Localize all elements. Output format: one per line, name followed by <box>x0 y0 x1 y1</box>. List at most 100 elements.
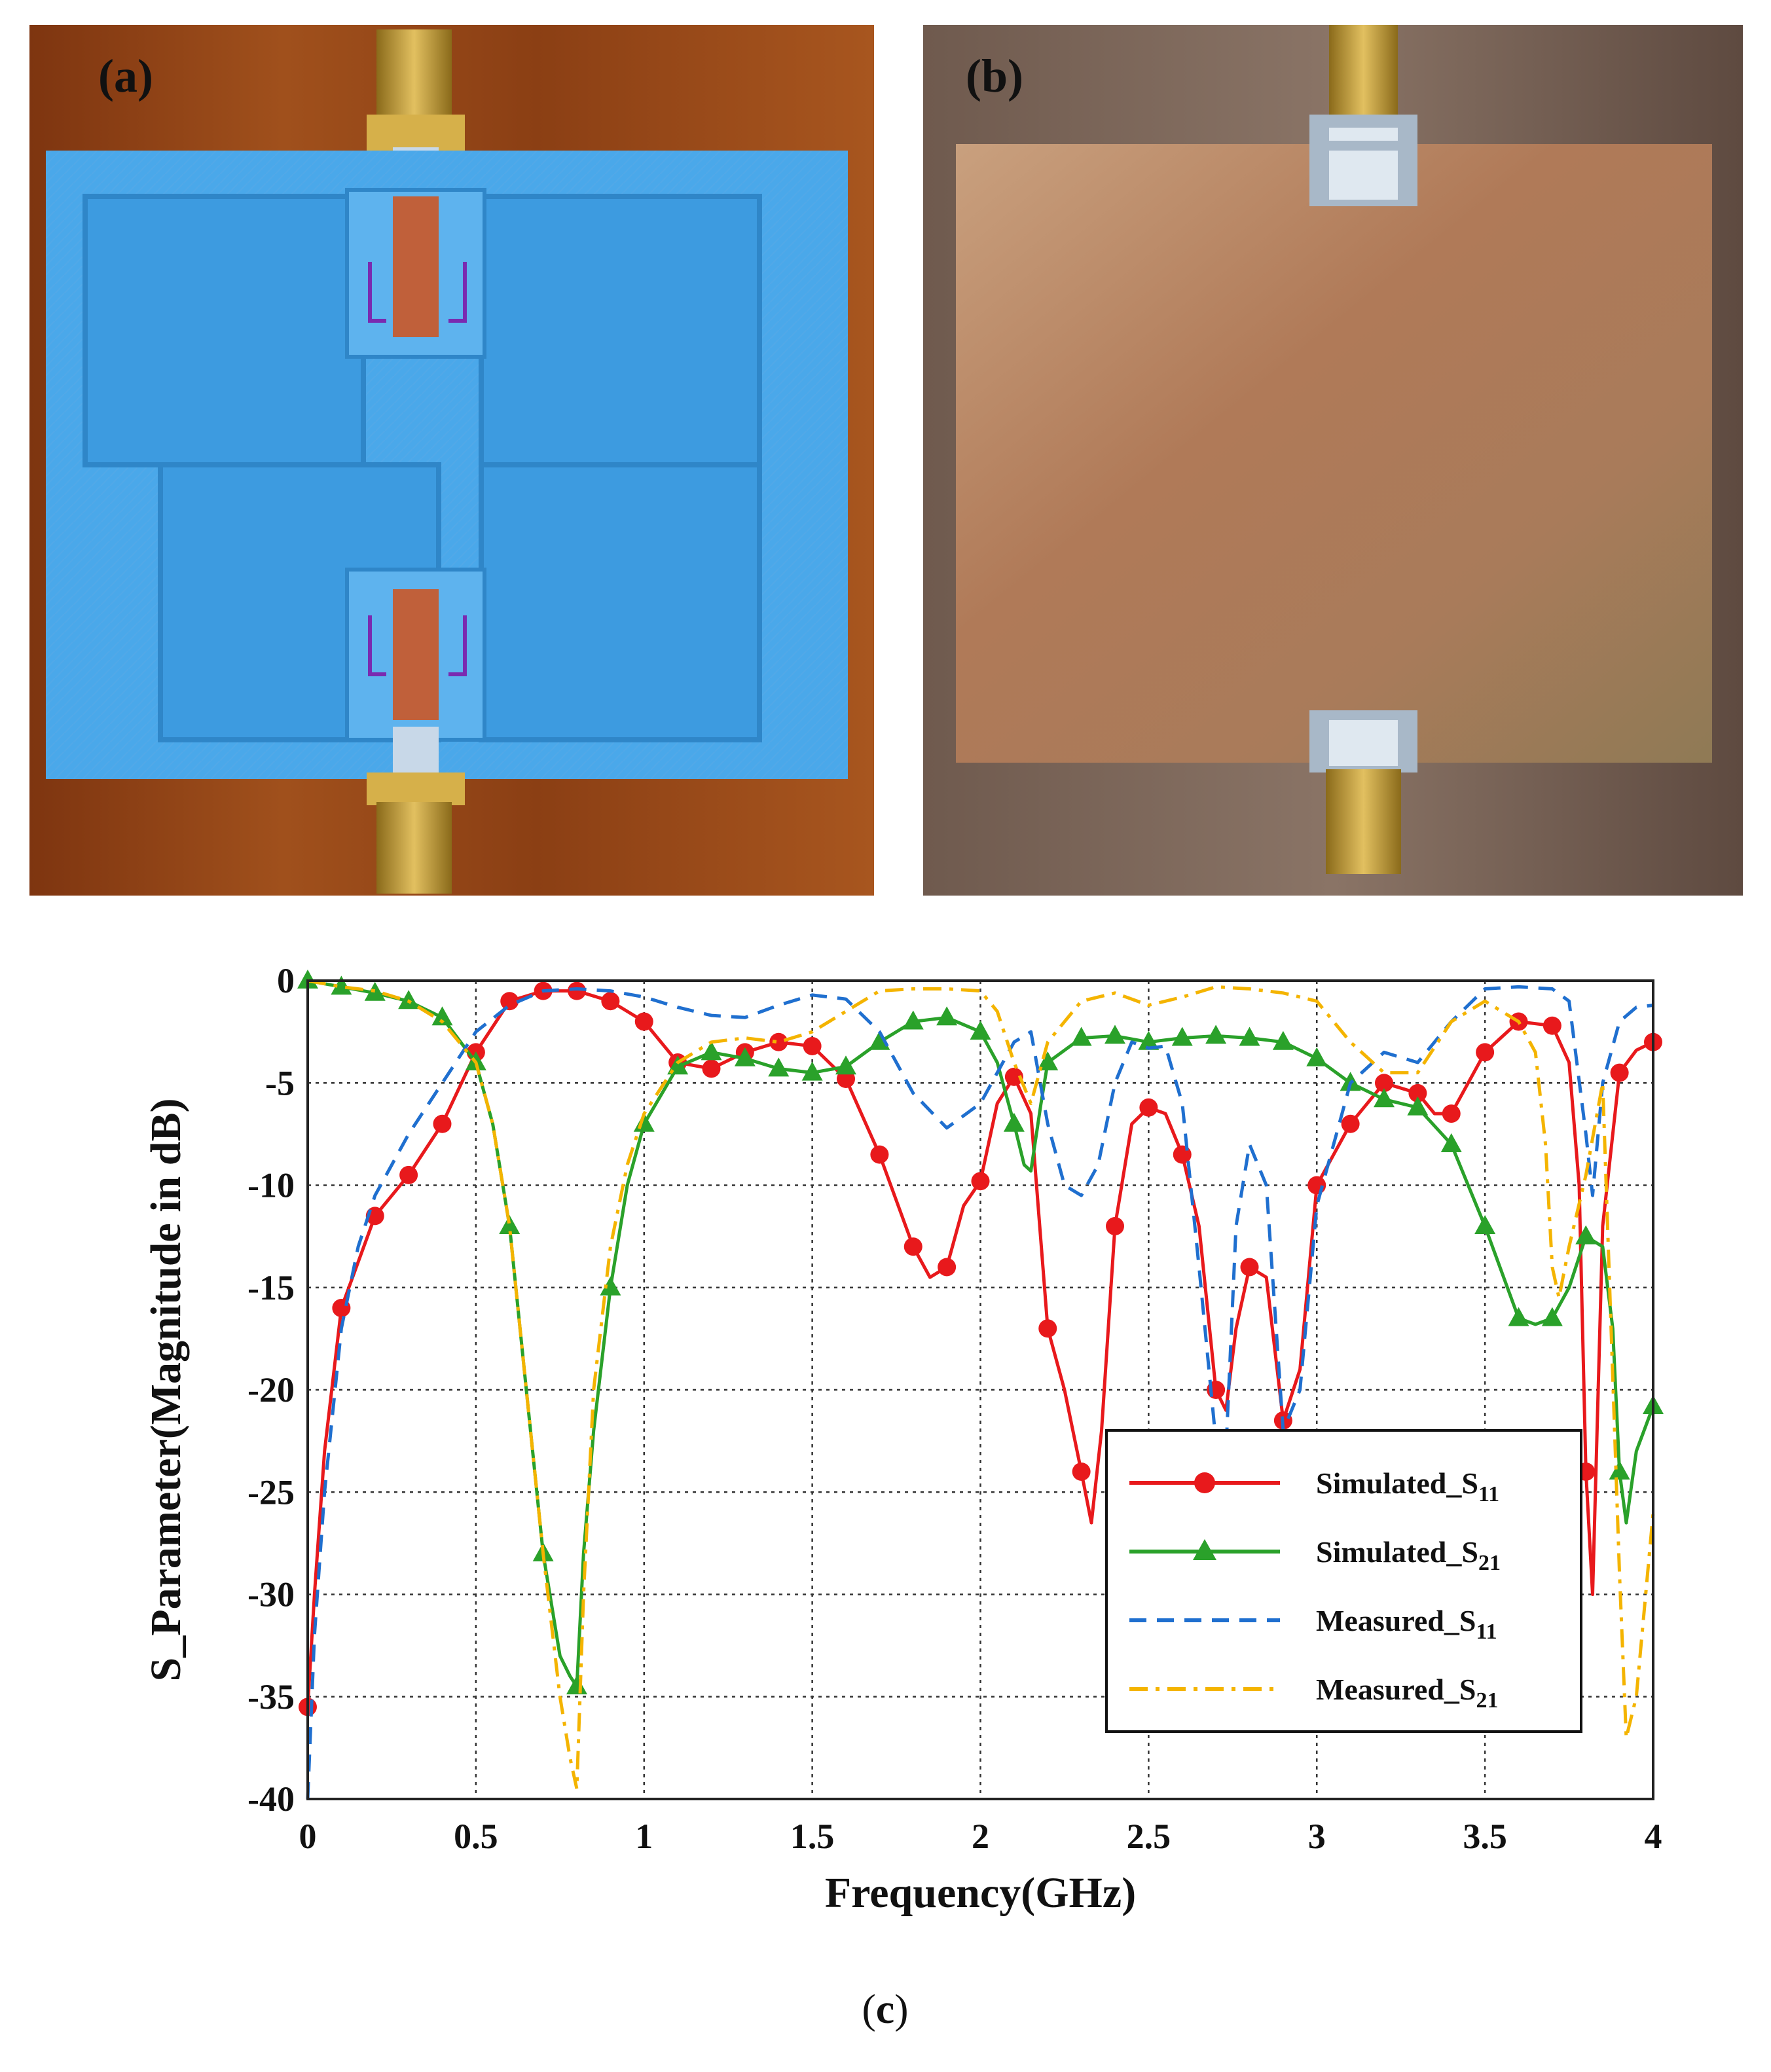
data-point-marker <box>399 1165 418 1184</box>
legend-label-subscript: 21 <box>1478 1551 1501 1575</box>
data-point-marker <box>734 1047 756 1066</box>
y-tick-label: -20 <box>247 1370 295 1409</box>
data-point-marker <box>970 1021 991 1040</box>
data-point-marker <box>936 1006 958 1026</box>
legend-label: Simulated_S11 <box>1316 1466 1499 1506</box>
series-line <box>306 989 1654 1707</box>
y-tick-label: -40 <box>247 1779 295 1819</box>
x-axis-label: Frequency(GHz) <box>825 1869 1136 1917</box>
y-tick-label: -30 <box>247 1575 295 1614</box>
plot-frame <box>306 979 1654 1800</box>
data-point-marker <box>1508 1307 1529 1326</box>
x-tick-label: 2 <box>972 1817 989 1856</box>
data-point-marker <box>1575 1225 1597 1245</box>
panel-b-label: (b) <box>966 50 1023 102</box>
data-point-marker <box>364 981 386 1001</box>
data-point-marker <box>634 1012 653 1031</box>
data-point-marker <box>870 1145 889 1164</box>
data-point-marker <box>1609 1461 1630 1480</box>
data-point-marker <box>769 1032 788 1051</box>
data-point-marker <box>1272 1030 1294 1050</box>
data-point-marker <box>1070 1027 1092 1046</box>
data-point-marker <box>835 1055 856 1075</box>
data-point-marker <box>938 1258 957 1277</box>
data-point-marker <box>1307 1176 1326 1195</box>
legend-label-name: Simulated_S <box>1316 1466 1478 1500</box>
x-tick-label: 0 <box>299 1817 317 1856</box>
x-tick-label: 0.5 <box>454 1817 498 1856</box>
x-tick-label: 2.5 <box>1127 1817 1171 1856</box>
x-tick-label: 3.5 <box>1463 1817 1507 1856</box>
data-point-marker <box>1139 1098 1158 1117</box>
data-point-marker <box>1072 1463 1091 1481</box>
y-axis-label: S_Parameter(Magnitude in dB) <box>142 1099 190 1682</box>
data-point-marker <box>1341 1114 1360 1133</box>
legend-label-subscript: 21 <box>1476 1688 1499 1713</box>
series-line <box>306 985 1654 1800</box>
data-point-marker <box>433 1114 452 1133</box>
data-point-marker <box>500 992 519 1011</box>
data-point-marker <box>499 1215 520 1234</box>
data-point-marker <box>1374 1088 1395 1108</box>
data-point-marker <box>1408 1083 1427 1102</box>
legend: Simulated_S11Simulated_S21Measured_S11Me… <box>1105 1429 1582 1733</box>
data-point-marker <box>600 1276 621 1296</box>
data-point-marker <box>1610 1063 1629 1082</box>
data-point-marker <box>431 1006 453 1026</box>
x-tick-label: 1.5 <box>790 1817 835 1856</box>
data-point-marker <box>1543 1016 1561 1035</box>
panel-a-photo: (a) <box>29 25 874 896</box>
y-tick-label: 0 <box>277 961 295 1000</box>
x-tick-label: 1 <box>635 1817 653 1856</box>
legend-label-name: Simulated_S <box>1316 1535 1478 1569</box>
legend-label: Simulated_S21 <box>1316 1535 1501 1575</box>
series-measured-s11 <box>306 985 1654 1800</box>
y-tick-label: -35 <box>247 1677 295 1717</box>
legend-label-subscript: 11 <box>1478 1482 1499 1506</box>
legend-label: Measured_S21 <box>1316 1673 1499 1713</box>
data-point-marker <box>1205 1025 1227 1044</box>
series-line <box>307 979 1655 1790</box>
legend-marker <box>1193 1539 1216 1560</box>
blue-substrate <box>46 151 848 779</box>
x-tick-label: 4 <box>1645 1817 1662 1856</box>
data-point-marker <box>1003 1112 1025 1132</box>
series-line <box>307 979 1655 1688</box>
s-parameter-chart: 0 -5 -10 -15 -20 -25 -30 -35 -40 0 0.5 1 1.5 2 2.5 3 3.… <box>142 961 1664 1917</box>
legend-marker <box>1194 1472 1215 1493</box>
y-tick-labels: 0 -5 -10 -15 -20 -25 -30 -35 -40 <box>247 961 295 1819</box>
data-point-marker <box>702 1059 721 1078</box>
data-point-marker <box>869 1030 890 1050</box>
data-point-marker <box>801 1061 823 1081</box>
panel-a-label: (a) <box>98 50 153 102</box>
data-point-marker <box>568 981 586 1000</box>
data-point-marker <box>601 992 620 1011</box>
panel-c-caption: (c) <box>862 1986 908 2032</box>
data-point-marker <box>1407 1096 1429 1116</box>
data-point-marker <box>1004 1067 1023 1086</box>
data-point-marker <box>971 1172 990 1191</box>
data-point-marker <box>331 975 352 995</box>
data-point-marker <box>902 1010 924 1030</box>
x-tick-label: 3 <box>1308 1817 1326 1856</box>
data-point-marker <box>1106 1217 1124 1235</box>
legend-label-name: Measured_S <box>1316 1673 1476 1706</box>
series-measured-s21 <box>307 979 1655 1790</box>
data-point-marker <box>1171 1027 1193 1046</box>
y-tick-label: -25 <box>247 1472 295 1512</box>
data-point-marker <box>1306 1047 1328 1066</box>
connector-bottom-b <box>1326 769 1401 874</box>
y-tick-label: -15 <box>247 1268 295 1307</box>
data-point-marker <box>1240 1258 1259 1277</box>
data-point-marker <box>1138 1030 1159 1050</box>
data-point-marker <box>1038 1319 1057 1338</box>
data-point-marker <box>667 1055 689 1075</box>
data-point-marker <box>297 970 318 989</box>
data-point-marker <box>1541 1307 1563 1326</box>
data-point-marker <box>1476 1043 1495 1062</box>
panel-b-photo: (b) <box>923 25 1743 896</box>
data-point-marker <box>904 1237 922 1256</box>
y-tick-label: -5 <box>265 1063 295 1102</box>
plot-border <box>306 979 1654 1800</box>
